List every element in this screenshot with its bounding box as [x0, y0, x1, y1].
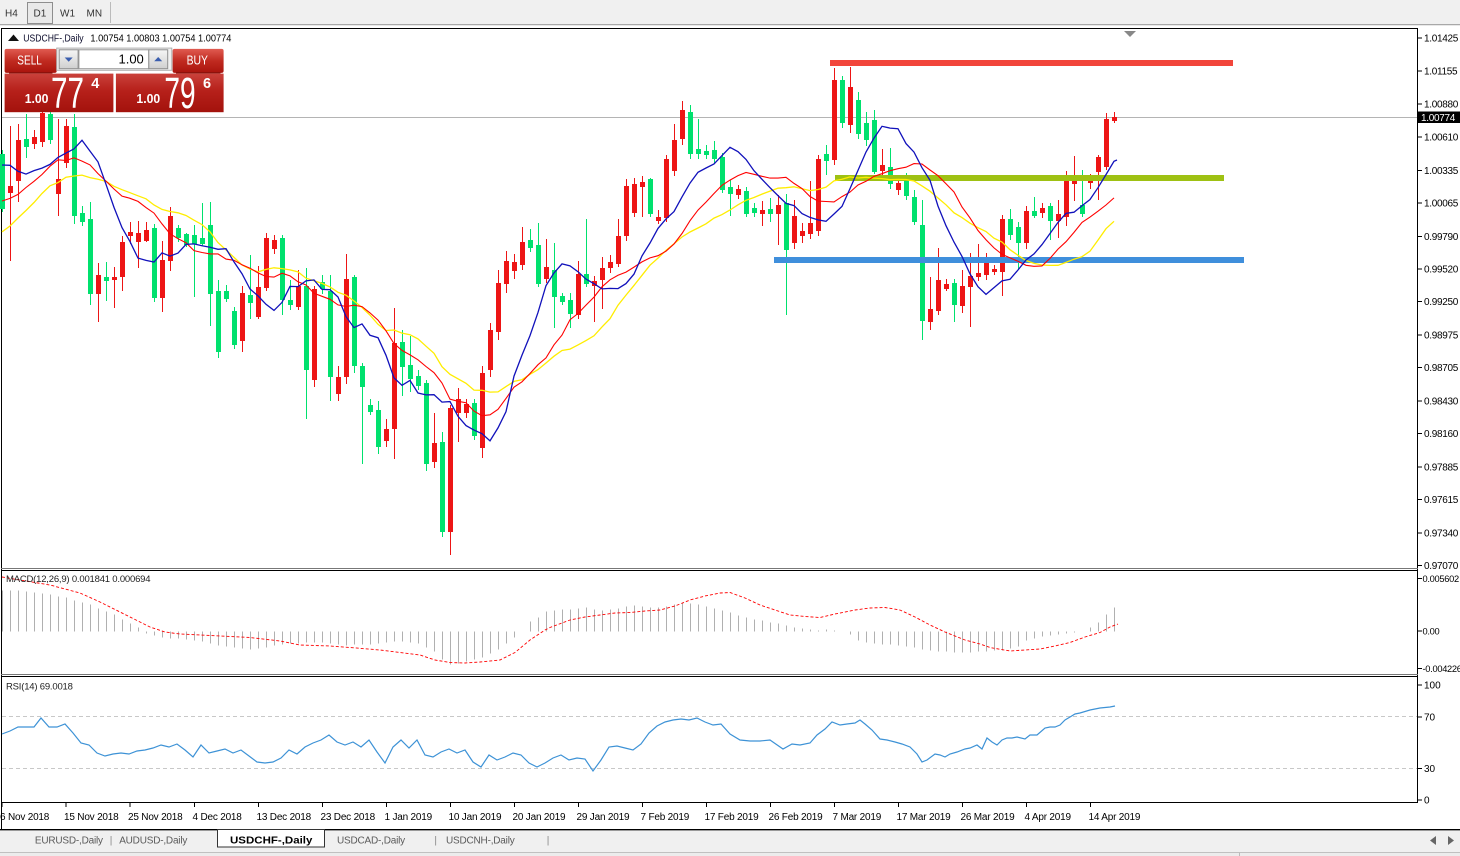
svg-text:1.01155: 1.01155 — [1424, 66, 1458, 77]
svg-text:USDCNH-,Daily: USDCNH-,Daily — [446, 836, 515, 847]
svg-text:17 Feb 2019: 17 Feb 2019 — [705, 812, 760, 823]
svg-text:15 Nov 2018: 15 Nov 2018 — [64, 812, 119, 823]
svg-text:100: 100 — [1424, 681, 1441, 692]
svg-text:1.00880: 1.00880 — [1424, 100, 1459, 111]
svg-text:0.97340: 0.97340 — [1424, 529, 1459, 540]
svg-text:1.00: 1.00 — [136, 91, 160, 106]
svg-text:|: | — [434, 836, 437, 847]
svg-text:7 Mar 2019: 7 Mar 2019 — [833, 812, 882, 823]
svg-text:1.00: 1.00 — [118, 52, 143, 67]
svg-text:1.00610: 1.00610 — [1424, 133, 1459, 144]
svg-text:1.00335: 1.00335 — [1424, 166, 1459, 177]
svg-text:0: 0 — [1424, 796, 1430, 807]
svg-text:AUDUSD-,Daily: AUDUSD-,Daily — [119, 836, 187, 847]
svg-text:USDCHF-,Daily: USDCHF-,Daily — [23, 34, 83, 45]
svg-text:0.98705: 0.98705 — [1424, 363, 1459, 374]
svg-text:77: 77 — [51, 69, 84, 118]
svg-text:26 Mar 2019: 26 Mar 2019 — [961, 812, 1016, 823]
svg-text:4 Dec 2018: 4 Dec 2018 — [193, 812, 243, 823]
svg-text:6 Nov 2018: 6 Nov 2018 — [0, 812, 50, 823]
svg-text:7 Feb 2019: 7 Feb 2019 — [641, 812, 690, 823]
svg-text:W1: W1 — [60, 9, 75, 20]
svg-text:1.00754 1.00803 1.00754 1.0077: 1.00754 1.00803 1.00754 1.00774 — [90, 34, 231, 45]
svg-text:SELL: SELL — [17, 54, 42, 68]
svg-text:30: 30 — [1424, 764, 1436, 775]
svg-text:10 Jan 2019: 10 Jan 2019 — [449, 812, 502, 823]
svg-text:H4: H4 — [5, 9, 18, 20]
svg-text:USDCHF-,Daily: USDCHF-,Daily — [230, 835, 313, 847]
svg-text:13 Dec 2018: 13 Dec 2018 — [257, 812, 312, 823]
svg-text:1.00774: 1.00774 — [1421, 113, 1456, 124]
svg-text:1.00: 1.00 — [25, 91, 49, 106]
svg-text:1.01425: 1.01425 — [1424, 34, 1459, 45]
svg-text:4 Apr 2019: 4 Apr 2019 — [1025, 812, 1072, 823]
svg-text:0.99250: 0.99250 — [1424, 297, 1459, 308]
svg-text:0.97885: 0.97885 — [1424, 463, 1459, 474]
svg-text:0.99790: 0.99790 — [1424, 232, 1459, 243]
svg-text:6: 6 — [203, 76, 211, 92]
svg-text:0.97070: 0.97070 — [1424, 561, 1459, 572]
svg-text:MN: MN — [87, 9, 103, 20]
svg-text:BUY: BUY — [187, 54, 209, 68]
svg-text:0.00: 0.00 — [1423, 627, 1440, 637]
svg-text:1.00065: 1.00065 — [1424, 199, 1459, 210]
svg-text:|: | — [110, 836, 113, 847]
svg-text:14 Apr 2019: 14 Apr 2019 — [1089, 812, 1141, 823]
svg-text:EURUSD-,Daily: EURUSD-,Daily — [35, 836, 103, 847]
svg-text:0.98160: 0.98160 — [1424, 429, 1459, 440]
svg-text:29 Jan 2019: 29 Jan 2019 — [577, 812, 630, 823]
svg-text:20 Jan 2019: 20 Jan 2019 — [513, 812, 566, 823]
svg-text:25 Nov 2018: 25 Nov 2018 — [128, 812, 183, 823]
svg-text:0.98430: 0.98430 — [1424, 397, 1459, 408]
svg-text:MACD(12,26,9) 0.001841 0.00069: MACD(12,26,9) 0.001841 0.000694 — [6, 574, 150, 585]
svg-text:0.99520: 0.99520 — [1424, 265, 1459, 276]
svg-text:RSI(14) 69.0018: RSI(14) 69.0018 — [6, 682, 73, 693]
svg-text:0.005602: 0.005602 — [1423, 574, 1460, 584]
svg-text:4: 4 — [91, 76, 99, 92]
svg-text:26 Feb 2019: 26 Feb 2019 — [769, 812, 824, 823]
svg-text:|: | — [547, 836, 550, 847]
svg-text:70: 70 — [1424, 712, 1436, 723]
svg-text:1 Jan 2019: 1 Jan 2019 — [385, 812, 433, 823]
svg-text:0.98975: 0.98975 — [1424, 331, 1459, 342]
svg-text:-0.004226: -0.004226 — [1423, 664, 1460, 674]
svg-text:USDCAD-,Daily: USDCAD-,Daily — [337, 836, 405, 847]
svg-text:79: 79 — [164, 69, 195, 118]
svg-text:D1: D1 — [34, 9, 47, 20]
svg-text:0.97615: 0.97615 — [1424, 495, 1459, 506]
svg-text:23 Dec 2018: 23 Dec 2018 — [321, 812, 376, 823]
svg-text:17 Mar 2019: 17 Mar 2019 — [897, 812, 952, 823]
